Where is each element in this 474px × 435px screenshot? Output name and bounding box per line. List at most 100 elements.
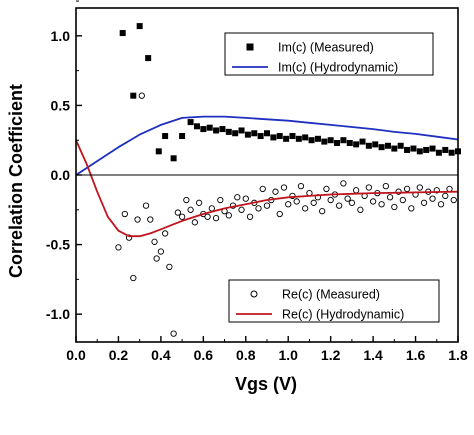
data-point (232, 130, 239, 137)
y-axis-ticks: -1.0 -0.5 0.0 0.5 1.0 (46, 0, 82, 322)
data-point (359, 138, 366, 145)
data-point (242, 195, 249, 202)
data-point (195, 199, 203, 206)
data-point (142, 202, 150, 209)
series-layer (75, 23, 461, 337)
data-point (295, 135, 302, 142)
data-point (187, 206, 194, 213)
data-point (263, 202, 271, 209)
x-tick-label: 0.2 (109, 347, 129, 363)
data-point (151, 238, 158, 245)
data-point (310, 199, 317, 206)
legend-top: Im(c) (Measured) Im(c) (Hydrodynamic) (224, 32, 434, 76)
legend-marker-circle (250, 290, 258, 298)
data-point (246, 213, 254, 220)
x-tick-label: 0.6 (194, 347, 214, 363)
data-point (348, 199, 356, 206)
data-point (340, 180, 347, 187)
data-point (353, 141, 360, 148)
x-tick-label: 1.2 (321, 347, 341, 363)
data-point (289, 133, 296, 140)
data-point (193, 123, 200, 130)
data-point (200, 126, 207, 133)
data-point (179, 133, 186, 140)
data-point (391, 145, 398, 152)
data-point (334, 139, 341, 146)
data-point (213, 127, 220, 134)
data-point (365, 142, 372, 149)
y-tick-label: 0.0 (51, 167, 71, 183)
data-point (446, 185, 453, 193)
data-point (369, 198, 377, 205)
data-point (283, 135, 290, 142)
data-point (157, 248, 165, 255)
x-tick-label: 1.0 (278, 347, 298, 363)
data-point (384, 142, 391, 149)
data-point (264, 130, 270, 137)
x-tick-label: 0.8 (236, 347, 256, 363)
data-point (372, 141, 379, 148)
data-point (327, 137, 334, 144)
data-point (255, 205, 262, 212)
data-point (420, 199, 428, 206)
data-point (238, 127, 245, 134)
data-point (408, 205, 415, 212)
data-point (437, 201, 445, 208)
y-tick-label: -1.0 (46, 306, 70, 322)
legend-label: Im(c) (Measured) (278, 41, 374, 55)
x-tick-label: 0.0 (66, 347, 86, 363)
data-point (272, 188, 279, 195)
legend-bottom: Re(c) (Measured) Re(c) (Hydrodynamic) (228, 279, 440, 323)
data-point (297, 182, 305, 190)
data-point (340, 137, 347, 144)
legend-label: Im(c) (Hydrodynamic) (278, 61, 398, 75)
data-point (204, 213, 211, 220)
legend-label: Re(c) (Measured) (282, 288, 380, 302)
data-point (174, 209, 182, 216)
data-point (138, 92, 145, 99)
data-point (206, 124, 213, 131)
data-point (302, 134, 309, 141)
data-point (270, 134, 277, 141)
re-c-hydrodynamic-series (75, 139, 459, 238)
data-point (155, 148, 162, 155)
data-point (302, 205, 309, 212)
data-point (327, 196, 334, 204)
data-point (357, 206, 364, 213)
data-point (178, 213, 186, 220)
y-axis-title: Correlation Coefficient (6, 84, 26, 278)
data-point (321, 138, 328, 145)
data-point (314, 135, 321, 142)
legend-marker-square (246, 43, 254, 51)
data-point (170, 330, 177, 337)
data-point (276, 133, 283, 140)
data-point (119, 30, 126, 37)
data-point (191, 219, 198, 226)
data-point (147, 216, 154, 223)
data-point (435, 149, 442, 156)
y-tick-label: -0.5 (46, 237, 70, 253)
x-tick-label: 1.4 (363, 347, 383, 363)
data-point (429, 195, 436, 202)
data-point (136, 23, 143, 30)
data-point (257, 133, 264, 140)
data-point (336, 202, 343, 209)
data-point (251, 130, 258, 137)
data-point (115, 244, 122, 251)
data-point (416, 148, 423, 155)
im-c-hydrodynamic-line (75, 115, 459, 176)
data-point (134, 216, 141, 223)
data-point (219, 126, 226, 133)
data-point (244, 131, 251, 138)
data-point (403, 185, 411, 193)
x-tick-label: 0.4 (151, 347, 171, 363)
data-point (378, 144, 385, 151)
data-point (399, 196, 406, 204)
data-point (187, 119, 194, 126)
data-point (382, 182, 389, 190)
data-point (323, 185, 330, 193)
legend-box (228, 279, 440, 323)
data-point (442, 146, 449, 153)
data-point (238, 206, 245, 213)
